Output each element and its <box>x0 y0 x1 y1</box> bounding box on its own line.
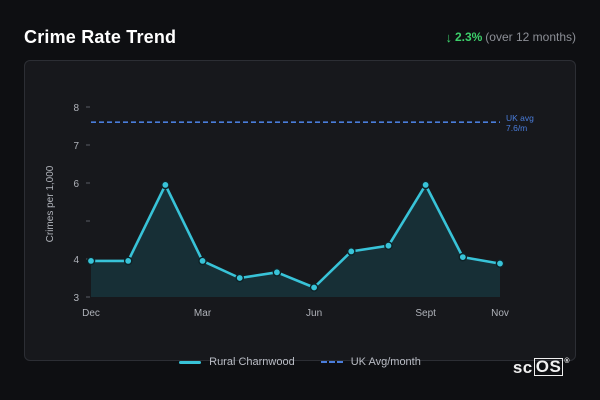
legend-swatch-series <box>179 360 202 364</box>
y-tick-label: 4 <box>73 255 79 266</box>
series-point <box>421 180 430 190</box>
series-point <box>161 180 170 190</box>
x-tick-label: Dec <box>82 308 100 319</box>
trend-change: ↓ 2.3% (over 12 months) <box>445 30 576 45</box>
series-line-group <box>91 183 501 289</box>
series-point <box>198 256 207 266</box>
down-arrow-icon: ↓ <box>445 29 452 45</box>
series-points <box>86 180 505 292</box>
series-point <box>86 256 96 266</box>
series-area-group <box>91 184 500 297</box>
series-point <box>495 259 505 268</box>
y-axis-label: Crimes per 1,000 <box>45 165 56 242</box>
y-tick-label: 3 <box>73 293 79 304</box>
legend-swatch-reference <box>320 361 343 363</box>
x-tick-label: Nov <box>491 308 509 319</box>
series-line <box>91 183 501 289</box>
reference-label: UK avg <box>506 113 534 123</box>
change-percent: 2.3% <box>454 30 483 44</box>
series-point <box>309 283 319 292</box>
y-tick-label: 6 <box>73 179 79 190</box>
series-point <box>346 247 356 256</box>
reference-value-label: 7.6/m <box>506 123 527 133</box>
logo-boxed: OS <box>533 357 564 376</box>
scos-logo: sc OS ® <box>513 358 570 378</box>
legend-label-series: Rural Charnwood <box>209 356 295 368</box>
x-tick-label: Sept <box>415 308 436 319</box>
chart-header: Crime Rate Trend ↓ 2.3% (over 12 months) <box>24 22 576 52</box>
change-note: (over 12 months) <box>485 30 576 44</box>
y-axis: 3 4 6 7 8 <box>73 103 90 304</box>
chart-legend: Rural Charnwood UK Avg/month <box>0 352 600 372</box>
series-point <box>272 267 282 277</box>
y-tick-label: 8 <box>73 103 79 114</box>
logo-reg: ® <box>564 358 570 365</box>
series-point <box>123 256 133 266</box>
legend-item-series[interactable]: Rural Charnwood <box>179 356 295 368</box>
x-tick-label: Mar <box>194 308 212 319</box>
x-tick-label: Jun <box>306 308 322 319</box>
series-area <box>91 184 500 297</box>
logo-prefix: sc <box>512 358 533 377</box>
series-point <box>458 252 468 262</box>
legend-item-reference[interactable]: UK Avg/month <box>320 356 421 368</box>
legend-label-reference: UK Avg/month <box>350 356 421 368</box>
x-axis: Dec Mar Jun Sept Nov <box>82 308 509 319</box>
series-point <box>384 241 393 250</box>
chart-panel <box>24 60 576 361</box>
y-tick-label: 7 <box>73 141 79 152</box>
chart-title: Crime Rate Trend <box>24 26 177 47</box>
series-point <box>235 273 245 283</box>
